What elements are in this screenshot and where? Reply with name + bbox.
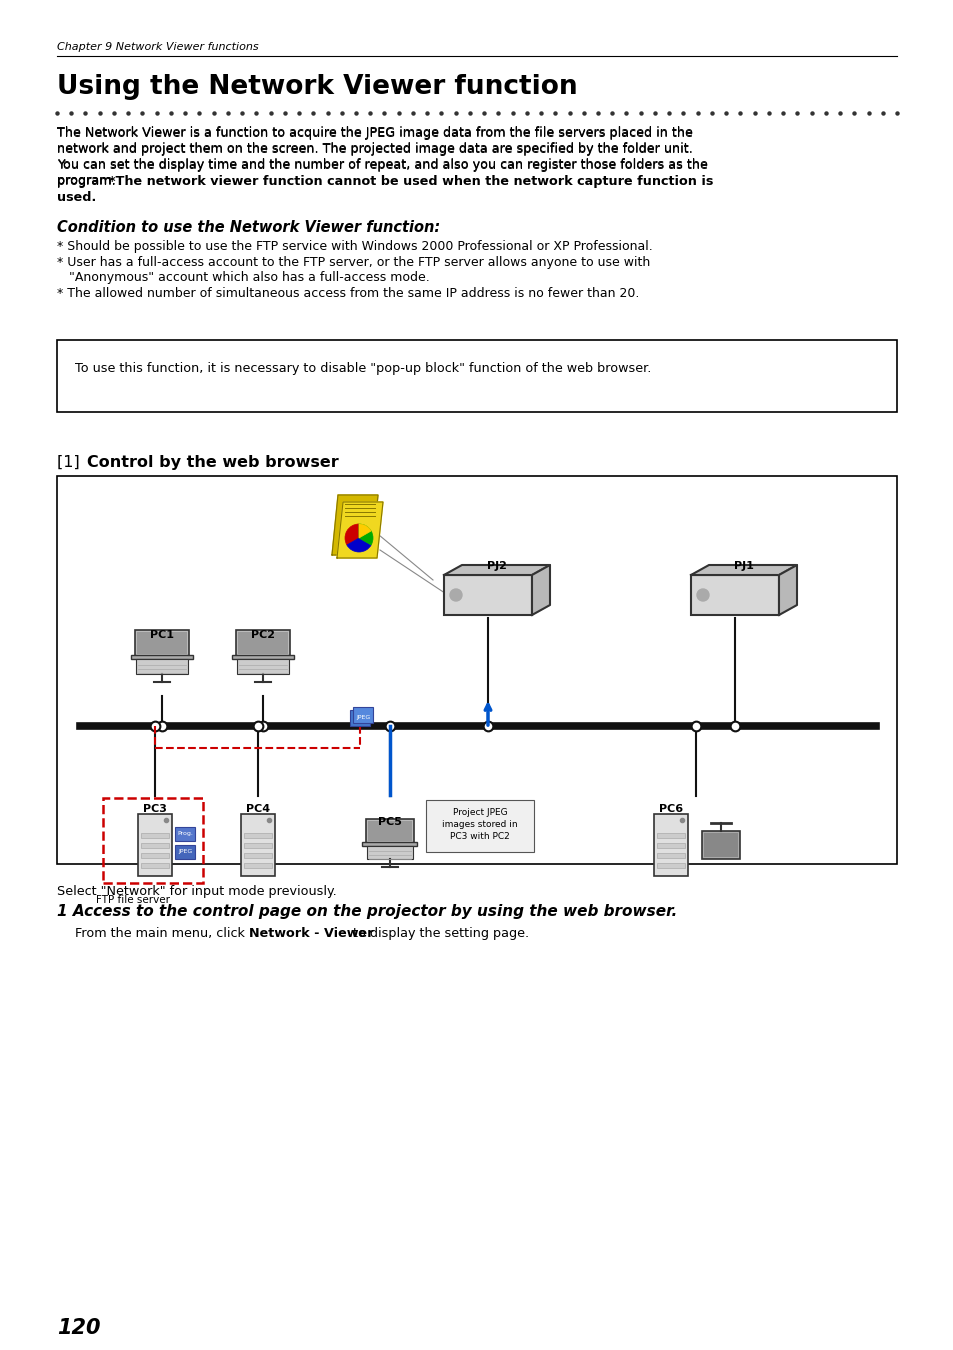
Bar [57,340,896,412]
Bar [657,853,684,859]
Bar [244,863,272,868]
Bar [426,801,534,852]
Text: * The allowed number of simultaneous access from the same IP address is no fewer: * The allowed number of simultaneous acc… [57,288,639,300]
Bar [141,863,169,868]
Polygon shape [336,502,382,558]
Text: You can set the display time and the number of repeat, and also you can register: You can set the display time and the num… [57,158,707,171]
Bar [353,707,373,724]
Text: [1]: [1] [57,455,85,470]
Text: PC4: PC4 [246,805,270,814]
Bar [690,575,779,616]
Text: Prog.: Prog. [177,832,193,837]
Bar [350,710,370,726]
Bar [236,659,289,674]
Bar [235,629,290,656]
Text: to display the setting page.: to display the setting page. [349,927,529,940]
Text: program.: program. [57,176,120,188]
Text: PC6: PC6 [659,805,682,814]
Bar [654,814,687,876]
Wedge shape [358,524,373,545]
Text: Condition to use the Network Viewer function:: Condition to use the Network Viewer func… [57,220,439,235]
Text: Select "Network" for input mode previously.: Select "Network" for input mode previous… [57,886,336,898]
Text: used.: used. [57,190,96,204]
Bar [443,575,532,616]
Polygon shape [332,495,377,555]
Text: PC5: PC5 [377,817,401,828]
Text: Network - Viewer: Network - Viewer [249,927,374,940]
Text: The Network Viewer is a function to acquire the JPEG image data from the file se: The Network Viewer is a function to acqu… [57,127,692,140]
Text: FTP file server: FTP file server [96,895,170,905]
Bar [241,814,274,876]
Text: 120: 120 [57,1318,100,1338]
Text: To use this function, it is necessary to disable "pop-up block" function of the : To use this function, it is necessary to… [75,362,651,375]
Bar [657,833,684,838]
Bar [141,833,169,838]
Bar [136,659,188,674]
Bar [138,814,172,876]
Wedge shape [358,524,371,539]
Bar [237,632,288,653]
Text: JPEG: JPEG [177,849,192,855]
Bar [131,655,193,659]
Text: PJ2: PJ2 [487,562,506,571]
Bar [174,828,194,841]
Polygon shape [532,566,550,616]
Text: JPEG: JPEG [355,716,370,721]
Text: From the main menu, click: From the main menu, click [75,927,249,940]
Polygon shape [443,566,550,575]
Text: network and project them on the screen. The projected image data are specified b: network and project them on the screen. … [57,142,692,155]
Bar [141,842,169,848]
Text: PC3: PC3 [143,805,167,814]
Text: program.: program. [57,174,120,188]
Bar [244,853,272,859]
Wedge shape [347,539,371,552]
Bar [232,655,294,659]
Bar [703,833,738,857]
Bar [244,842,272,848]
Bar [365,819,414,842]
Bar [103,798,203,883]
Text: "Anonymous" account which also has a full-access mode.: "Anonymous" account which also has a ful… [57,271,429,284]
Bar [362,842,417,846]
Bar [174,845,194,859]
Bar [136,632,187,653]
Bar [0,124,953,144]
Text: program.: program. [57,174,120,188]
Text: * User has a full-access account to the FTP server, or the FTP server allows any: * User has a full-access account to the … [57,256,650,269]
Bar [701,832,740,859]
Text: Control by the web browser: Control by the web browser [87,455,338,470]
Bar [657,863,684,868]
Text: network and project them on the screen. The projected image data are specified b: network and project them on the screen. … [57,143,692,157]
Bar [141,853,169,859]
Bar [368,821,412,841]
Text: Project JPEG
images stored in
PC3 with PC2: Project JPEG images stored in PC3 with P… [442,809,517,841]
Text: PJ1: PJ1 [733,562,753,571]
Text: The Network Viewer is a function to acquire the JPEG image data from the file se: The Network Viewer is a function to acqu… [57,126,692,139]
Bar [367,846,413,860]
Bar [0,140,953,161]
Text: *The network viewer function cannot be used when the network capture function is: *The network viewer function cannot be u… [109,176,713,188]
Circle shape [697,589,708,601]
Text: 1 Access to the control page on the projector by using the web browser.: 1 Access to the control page on the proj… [57,904,677,919]
Text: PC1: PC1 [150,630,173,640]
Text: Chapter 9 Network Viewer functions: Chapter 9 Network Viewer functions [57,42,258,53]
Bar [244,833,272,838]
Wedge shape [345,524,358,545]
Text: * Should be possible to use the FTP service with Windows 2000 Professional or XP: * Should be possible to use the FTP serv… [57,240,652,252]
Polygon shape [690,566,796,575]
Polygon shape [779,566,796,616]
Bar [57,477,896,864]
Text: PC2: PC2 [251,630,274,640]
Text: Using the Network Viewer function: Using the Network Viewer function [57,74,577,100]
Bar [134,629,189,656]
Bar [0,157,953,176]
Bar [657,842,684,848]
Circle shape [450,589,461,601]
Text: You can set the display time and the number of repeat, and also you can register: You can set the display time and the num… [57,159,707,171]
